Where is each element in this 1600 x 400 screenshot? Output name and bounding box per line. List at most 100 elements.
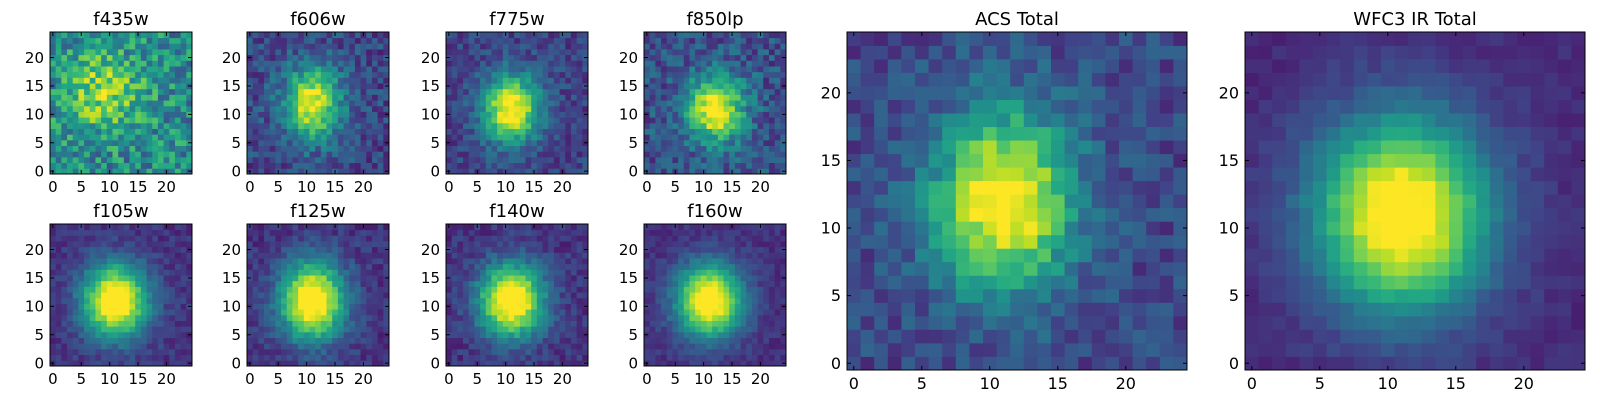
heatmap-cell — [281, 246, 288, 253]
heatmap-cell — [292, 145, 299, 152]
y-tick-label: 0 — [231, 354, 241, 372]
heatmap-cell — [354, 134, 361, 141]
heatmap-cell — [468, 168, 475, 175]
heatmap-cell — [258, 88, 265, 95]
heatmap-cell — [497, 280, 504, 287]
heatmap-cell — [135, 337, 142, 344]
heatmap-cell — [315, 314, 322, 321]
heatmap-cell — [140, 32, 147, 39]
heatmap-cell — [559, 354, 566, 361]
heatmap-cell — [186, 241, 193, 248]
heatmap-cell — [757, 105, 764, 112]
heatmap-cell — [468, 134, 475, 141]
heatmap-cell — [343, 354, 350, 361]
heatmap-cell — [140, 297, 147, 304]
heatmap-cell — [72, 252, 79, 259]
heatmap-cell — [565, 60, 572, 67]
heatmap-cell — [519, 162, 526, 169]
x-tick-label: 0 — [245, 370, 255, 388]
heatmap-cell — [734, 168, 741, 175]
heatmap-cell — [269, 145, 276, 152]
heatmap-cell — [508, 297, 515, 304]
heatmap-cell — [186, 117, 193, 124]
heatmap-cell — [712, 331, 719, 338]
heatmap-cell — [553, 94, 560, 101]
heatmap-cell — [514, 320, 521, 327]
heatmap-cell — [129, 360, 136, 367]
heatmap-cell — [320, 88, 327, 95]
heatmap-cell — [55, 235, 62, 242]
heatmap-cell — [474, 348, 481, 356]
heatmap-cell — [672, 331, 679, 338]
heatmap-cell — [780, 309, 787, 316]
panel-title: f105w — [93, 201, 148, 222]
heatmap-cell — [446, 286, 453, 293]
x-tick-label: 15 — [128, 178, 147, 196]
heatmap-cell — [337, 354, 344, 361]
heatmap-cell — [292, 309, 299, 316]
heatmap-cell — [468, 54, 475, 61]
heatmap-cell — [55, 94, 62, 101]
heatmap-cell — [649, 331, 656, 338]
heatmap-cell — [559, 337, 566, 344]
heatmap-cell — [451, 241, 458, 248]
heatmap-cell — [135, 292, 142, 299]
heatmap-cell — [303, 151, 310, 158]
heatmap-cell — [553, 83, 560, 90]
heatmap-cell — [343, 275, 350, 282]
heatmap-cell — [768, 117, 776, 124]
heatmap-cell — [480, 286, 487, 293]
heatmap-cell — [576, 145, 583, 152]
heatmap-cell — [383, 94, 390, 101]
heatmap-cell — [502, 139, 509, 146]
heatmap-cell — [491, 297, 498, 304]
heatmap-cell — [118, 128, 125, 135]
heatmap-cell — [383, 145, 390, 152]
heatmap-cell — [729, 43, 736, 50]
heatmap-cell — [174, 105, 182, 112]
heatmap-cell — [247, 354, 254, 361]
heatmap-cell — [72, 88, 79, 95]
heatmap-cell — [514, 275, 521, 282]
heatmap-cell — [61, 320, 68, 327]
heatmap-cell — [67, 77, 74, 84]
heatmap-cell — [536, 224, 543, 231]
heatmap-cell — [140, 105, 147, 112]
heatmap-cell — [309, 156, 316, 164]
heatmap-cell — [180, 263, 187, 270]
heatmap-cell — [50, 105, 57, 112]
heatmap-cell — [129, 139, 136, 146]
heatmap-cell — [446, 151, 453, 158]
heatmap-cell — [531, 303, 538, 310]
heatmap-cell — [700, 117, 707, 124]
heatmap-cell — [281, 88, 288, 95]
heatmap-cell — [101, 88, 108, 95]
heatmap-cell — [360, 337, 367, 344]
heatmap-cell — [661, 168, 668, 175]
heatmap-cell — [519, 151, 526, 158]
heatmap-cell — [292, 263, 299, 270]
heatmap-cell — [72, 100, 79, 107]
heatmap-cell — [649, 66, 656, 73]
heatmap-cell — [180, 111, 187, 118]
heatmap-cell — [548, 162, 555, 169]
heatmap-cell — [366, 252, 373, 259]
heatmap-cell — [514, 43, 521, 50]
heatmap-cell — [565, 111, 572, 118]
heatmap-cell — [683, 43, 690, 50]
heatmap-cell — [252, 151, 259, 158]
heatmap-cell — [700, 331, 707, 338]
heatmap-cell — [123, 134, 130, 141]
heatmap-cell — [247, 49, 254, 56]
heatmap-cell — [480, 320, 487, 327]
heatmap-cell — [78, 286, 85, 293]
heatmap-cell — [315, 331, 322, 338]
heatmap-cell — [275, 348, 282, 356]
heatmap-cell — [264, 122, 271, 129]
heatmap-cell — [700, 94, 707, 101]
heatmap-cell — [706, 134, 713, 141]
heatmap-cell — [252, 269, 259, 276]
heatmap-cell — [326, 151, 333, 158]
heatmap-cell — [491, 354, 498, 361]
heatmap-cell — [531, 139, 538, 146]
